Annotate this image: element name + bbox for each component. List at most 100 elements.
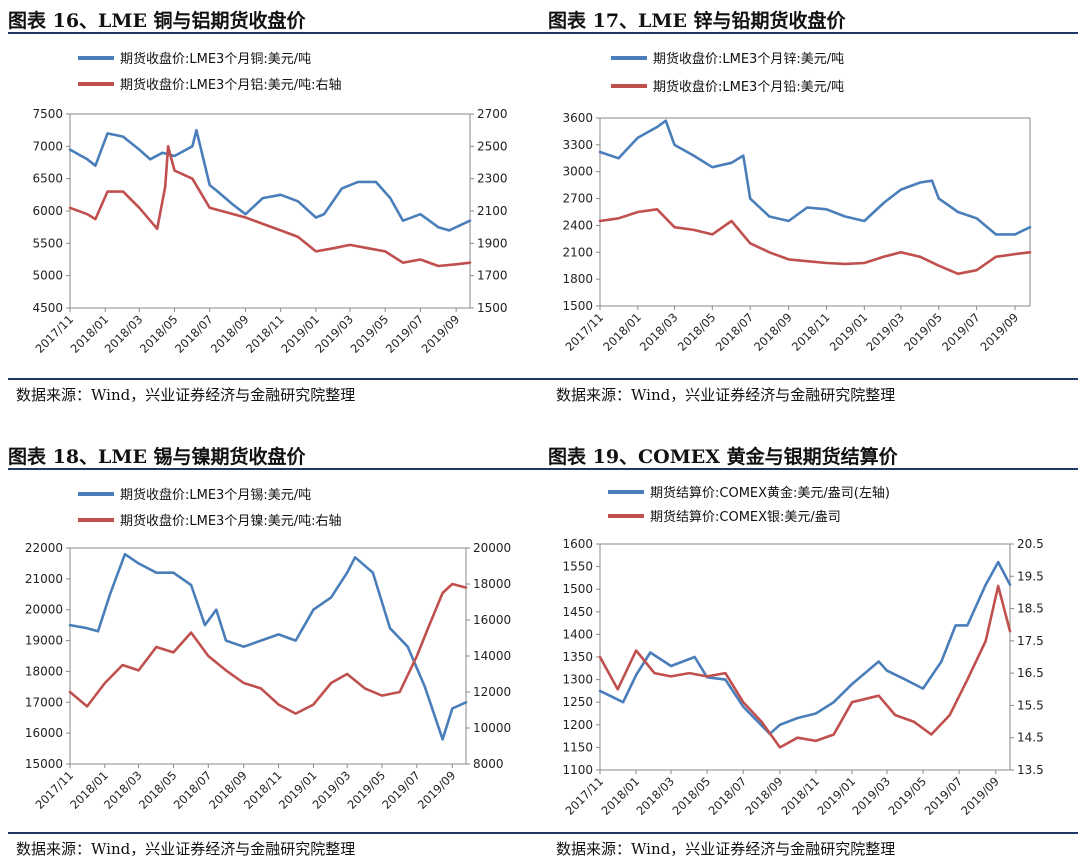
y-tick-label: 1600 bbox=[562, 537, 593, 551]
y-tick-label: 1500 bbox=[562, 299, 593, 313]
series-line-1 bbox=[68, 552, 468, 741]
series-line-2 bbox=[598, 584, 1012, 749]
y2-tick-label: 16000 bbox=[473, 613, 511, 627]
x-tick-label: 2017/11 bbox=[562, 774, 606, 818]
y-tick-label: 5500 bbox=[32, 236, 63, 250]
legend-label: 期货收盘价:LME3个月铅:美元/吨 bbox=[653, 79, 844, 95]
y-tick-label: 2700 bbox=[562, 192, 593, 206]
chart-title: 图表 19、COMEX 黄金与银期货结算价 bbox=[548, 446, 898, 468]
legend-label: 期货收盘价:LME3个月铜:美元/吨 bbox=[120, 51, 311, 67]
x-tick-label: 2019/01 bbox=[827, 310, 871, 354]
y2-tick-label: 20.5 bbox=[1017, 537, 1044, 551]
source-note: 数据来源：Wind，兴业证券经济与金融研究院整理 bbox=[556, 386, 896, 404]
y2-tick-label: 2500 bbox=[477, 139, 508, 153]
title-rule bbox=[8, 32, 548, 34]
x-tick-label: 2019/05 bbox=[348, 312, 392, 356]
y2-tick-label: 1900 bbox=[477, 236, 508, 250]
y-tick-label: 4500 bbox=[32, 301, 63, 315]
chart-plot: 15000 16000 17000 18000 19000 20000 21000 22000… bbox=[25, 487, 511, 812]
x-tick-label: 2019/05 bbox=[901, 310, 945, 354]
x-tick-label: 2017/11 bbox=[562, 310, 606, 354]
series-line-2 bbox=[68, 582, 468, 715]
y2-tick-label: 13.5 bbox=[1017, 763, 1044, 777]
y-tick-label: 1250 bbox=[562, 695, 593, 709]
legend-label: 期货收盘价:LME3个月铝:美元/吨:右轴 bbox=[120, 77, 341, 93]
y-tick-label: 1200 bbox=[562, 718, 593, 732]
x-tick-label: 2018/09 bbox=[742, 774, 786, 818]
y-tick-label: 3300 bbox=[562, 138, 593, 152]
y2-tick-label: 2300 bbox=[477, 172, 508, 186]
x-tick-label: 2019/03 bbox=[849, 774, 893, 818]
chart-panel-19: 图表 19、COMEX 黄金与银期货结算价 1100 1150 1200 1250 13… bbox=[548, 436, 1078, 862]
y-tick-label: 21000 bbox=[25, 572, 63, 586]
chart-title: 图表 16、LME 铜与铝期货收盘价 bbox=[8, 10, 306, 32]
y-tick-label: 15000 bbox=[25, 757, 63, 771]
title-rule bbox=[548, 32, 1078, 34]
x-tick-label: 2019/07 bbox=[922, 774, 966, 818]
y-tick-label: 6500 bbox=[32, 172, 63, 186]
title-rule bbox=[8, 468, 548, 470]
y-tick-label: 22000 bbox=[25, 541, 63, 555]
footer-rule bbox=[548, 378, 1078, 380]
y2-tick-label: 18000 bbox=[473, 577, 511, 591]
x-tick-label: 2019/09 bbox=[978, 310, 1022, 354]
y2-tick-label: 19.5 bbox=[1017, 569, 1044, 583]
x-tick-label: 2018/07 bbox=[172, 312, 216, 356]
legend-label: 期货收盘价:LME3个月镍:美元/吨:右轴 bbox=[120, 513, 341, 529]
legend-label: 期货收盘价:LME3个月锡:美元/吨 bbox=[120, 487, 311, 503]
plot-frame bbox=[599, 543, 1011, 771]
y2-tick-label: 10000 bbox=[473, 721, 511, 735]
x-tick-label: 2019/05 bbox=[885, 774, 929, 818]
y-tick-label: 1300 bbox=[562, 673, 593, 687]
y-tick-label: 2100 bbox=[562, 245, 593, 259]
y-tick-label: 1350 bbox=[562, 650, 593, 664]
x-tick-label: 2018/03 bbox=[102, 312, 146, 356]
x-tick-label: 2018/03 bbox=[637, 310, 681, 354]
y-tick-label: 19000 bbox=[25, 634, 63, 648]
y-tick-label: 1400 bbox=[562, 627, 593, 641]
y-tick-label: 1800 bbox=[562, 272, 593, 286]
x-tick-label: 2018/01 bbox=[600, 310, 644, 354]
chart-plot: 4500 5000 5500 6000 6500 7000 7500 1500 1700 1900… bbox=[32, 51, 508, 356]
chart-panel-18: 图表 18、LME 锡与镍期货收盘价 15000 16000 17000 18000 1… bbox=[8, 436, 548, 862]
series-line-1 bbox=[68, 128, 472, 232]
x-tick-label: 2019/03 bbox=[863, 310, 907, 354]
legend-label: 期货结算价:COMEX银:美元/盎司 bbox=[650, 509, 841, 525]
x-tick-label: 2018/11 bbox=[789, 310, 833, 354]
x-tick-label: 2019/07 bbox=[383, 312, 427, 356]
chart-title: 图表 17、LME 锌与铅期货收盘价 bbox=[548, 10, 846, 32]
source-note: 数据来源：Wind，兴业证券经济与金融研究院整理 bbox=[556, 840, 896, 858]
series-line-1 bbox=[598, 119, 1032, 236]
legend-label: 期货结算价:COMEX黄金:美元/盎司(左轴) bbox=[650, 485, 890, 501]
y2-tick-label: 16.5 bbox=[1017, 666, 1044, 680]
x-tick-label: 2018/03 bbox=[633, 774, 677, 818]
title-rule bbox=[548, 468, 1078, 470]
series-line-2 bbox=[598, 208, 1032, 276]
x-tick-label: 2017/11 bbox=[32, 312, 76, 356]
chart-panel-16: 图表 16、LME 铜与铝期货收盘价 4500 5000 5500 6000 6500 7… bbox=[8, 0, 548, 420]
footer-rule bbox=[548, 832, 1078, 834]
y-tick-label: 20000 bbox=[25, 603, 63, 617]
x-tick-label: 2018/07 bbox=[171, 768, 215, 812]
y2-tick-label: 8000 bbox=[473, 757, 504, 771]
y2-tick-label: 14000 bbox=[473, 649, 511, 663]
x-tick-label: 2018/11 bbox=[243, 312, 287, 356]
source-note: 数据来源：Wind，兴业证券经济与金融研究院整理 bbox=[16, 386, 356, 404]
y2-tick-label: 14.5 bbox=[1017, 731, 1044, 745]
x-tick-label: 2019/03 bbox=[312, 312, 356, 356]
x-tick-label: 2019/09 bbox=[958, 774, 1002, 818]
y2-tick-label: 20000 bbox=[473, 541, 511, 555]
y-tick-label: 3000 bbox=[562, 165, 593, 179]
chart-plot: 150018002100240027003000330036002017/112… bbox=[562, 51, 1032, 354]
x-tick-label: 2018/05 bbox=[137, 312, 181, 356]
series-line-2 bbox=[68, 145, 472, 268]
y-tick-label: 18000 bbox=[25, 664, 63, 678]
y-tick-label: 7500 bbox=[32, 107, 63, 121]
x-tick-label: 2018/05 bbox=[675, 310, 719, 354]
legend-label: 期货收盘价:LME3个月锌:美元/吨 bbox=[653, 51, 844, 67]
y2-tick-label: 15.5 bbox=[1017, 698, 1044, 712]
y-tick-label: 7000 bbox=[32, 139, 63, 153]
y2-tick-label: 2100 bbox=[477, 204, 508, 218]
y2-tick-label: 12000 bbox=[473, 685, 511, 699]
y2-tick-label: 1500 bbox=[477, 301, 508, 315]
